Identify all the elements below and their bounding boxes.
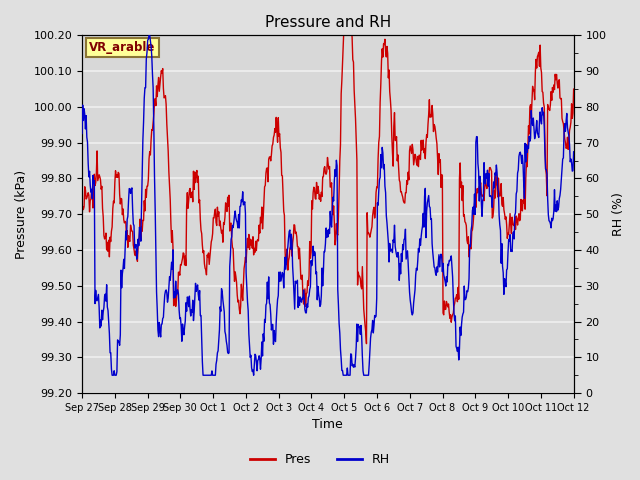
Legend: Pres, RH: Pres, RH (245, 448, 395, 471)
Y-axis label: Pressure (kPa): Pressure (kPa) (15, 169, 28, 259)
Y-axis label: RH (%): RH (%) (612, 192, 625, 236)
Text: VR_arable: VR_arable (90, 41, 156, 54)
Title: Pressure and RH: Pressure and RH (265, 15, 391, 30)
X-axis label: Time: Time (312, 419, 343, 432)
